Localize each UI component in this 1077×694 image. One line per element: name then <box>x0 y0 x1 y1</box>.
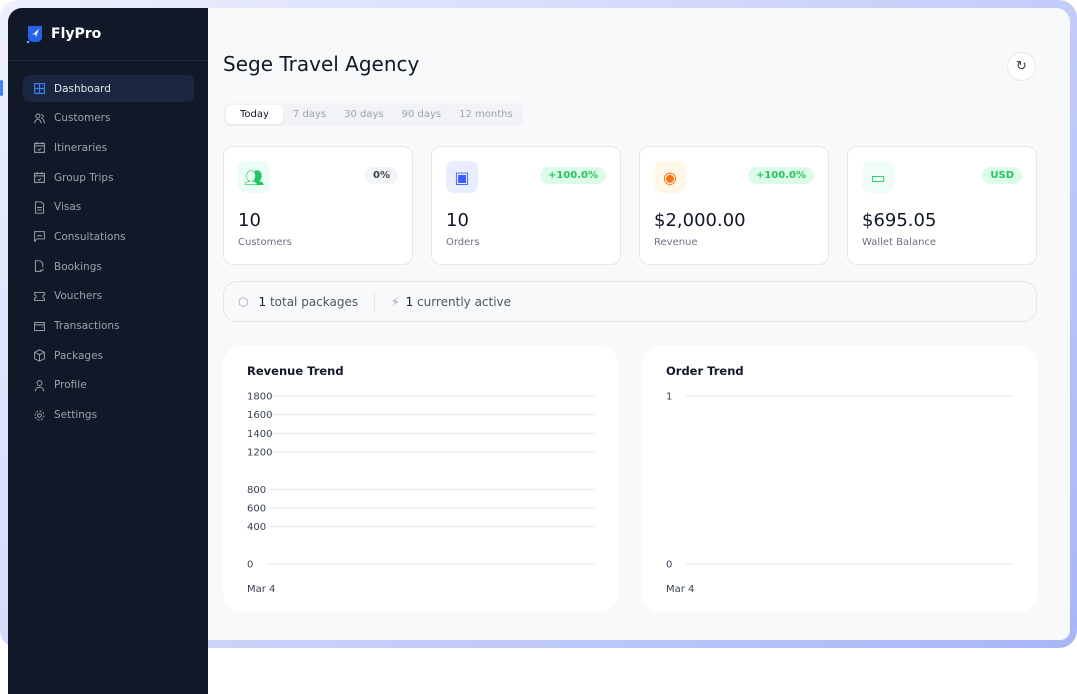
box-icon: ⬡ <box>238 294 249 309</box>
sidebar-item-profile[interactable]: Profile <box>23 372 194 399</box>
stat-card-wallet-balance: ▭ USD $695.05 Wallet Balance <box>847 146 1037 265</box>
x-tick-label: Mar 4 <box>247 584 275 595</box>
chart-title: Revenue Trend <box>247 364 344 378</box>
sidebar-item-label: Consultations <box>54 230 126 243</box>
box-icon <box>34 349 45 362</box>
brand-logo[interactable]: FlyPro <box>8 8 208 61</box>
document-icon <box>34 201 45 214</box>
shopping-bag-icon: ▣ <box>446 161 478 193</box>
tab-30-days[interactable]: 30 days <box>344 109 384 120</box>
change-badge: +100.0% <box>539 167 606 184</box>
users-icon: 👥︎ <box>238 161 270 193</box>
sidebar-item-dashboard[interactable]: Dashboard <box>0 75 194 102</box>
calendar-check-icon <box>34 142 45 154</box>
file-check-icon <box>34 260 44 272</box>
active-packages-count: 1 <box>405 294 414 309</box>
packages-summary: ⬡ 1 total packages ⚡︎ 1 currently active <box>223 281 1037 322</box>
page-title: Sege Travel Agency <box>223 52 420 76</box>
sidebar: FlyPro Dashboard Customers Itineraries Grou… <box>0 8 208 694</box>
sidebar-item-settings[interactable]: Settings <box>23 402 194 429</box>
sidebar-item-label: Transactions <box>54 320 120 332</box>
tab-90-days[interactable]: 90 days <box>401 109 442 120</box>
sidebar-item-label: Itineraries <box>54 141 108 154</box>
y-tick-label: 1400 <box>247 429 272 440</box>
active-packages-label: currently active <box>417 294 512 309</box>
tab-Today[interactable]: Today <box>226 105 283 124</box>
sidebar-item-label: Vouchers <box>54 290 103 303</box>
change-badge: USD <box>982 167 1022 184</box>
stat-label: Customers <box>238 237 292 248</box>
sidebar-item-label: Settings <box>54 409 98 422</box>
order-trend-chart: Order Trend 0 1 Mar 4 <box>642 346 1037 612</box>
y-tick-label: 1 <box>666 392 672 403</box>
stat-value: 10 <box>238 210 261 231</box>
sidebar-item-packages[interactable]: Packages <box>23 342 194 369</box>
sidebar-item-label: Profile <box>54 379 87 392</box>
tab-7-days[interactable]: 7 days <box>292 109 327 120</box>
y-tick-label: 800 <box>247 485 266 496</box>
sidebar-item-label: Bookings <box>54 260 102 273</box>
total-packages-count: 1 <box>258 294 267 309</box>
stat-value: $695.05 <box>862 210 937 231</box>
stat-value: 10 <box>446 210 469 231</box>
banknote-icon: ◉ <box>654 161 686 193</box>
y-tick-label: 0 <box>247 560 253 571</box>
sidebar-item-bookings[interactable]: Bookings <box>23 253 194 280</box>
sidebar-nav: Dashboard Customers Itineraries Group Trips… <box>0 61 208 429</box>
sidebar-item-label: Packages <box>54 349 103 362</box>
y-tick-label: 1200 <box>247 448 272 459</box>
brand-name: FlyPro <box>51 26 102 42</box>
wallet-icon <box>34 321 45 331</box>
stat-card-revenue: ◉ +100.0% $2,000.00 Revenue <box>639 146 829 265</box>
change-badge: +100.0% <box>747 167 814 184</box>
lightning-icon: ⚡︎ <box>391 294 400 309</box>
chart-title: Order Trend <box>666 364 744 378</box>
sidebar-item-consultations[interactable]: Consultations <box>23 223 194 250</box>
period-tabs: Today 7 days 30 days 90 days 12 months <box>224 103 523 126</box>
divider <box>374 291 376 312</box>
total-packages-label: total packages <box>269 294 359 309</box>
ticket-icon <box>34 291 45 301</box>
revenue-trend-chart: Revenue Trend 0 400 600 800 1200 1400 1600 1800… <box>223 346 618 612</box>
tab-12-months[interactable]: 12 months <box>459 109 513 120</box>
calendar-check-icon <box>34 171 45 183</box>
wallet-icon: ▭ <box>862 161 894 193</box>
sidebar-item-visas[interactable]: Visas <box>23 194 194 221</box>
x-tick-label: Mar 4 <box>666 584 694 595</box>
user-icon <box>34 380 45 392</box>
change-badge: 0% <box>365 167 398 184</box>
sidebar-item-transactions[interactable]: Transactions <box>23 313 194 340</box>
sidebar-item-label: Customers <box>54 112 111 125</box>
message-icon <box>34 231 45 243</box>
plane-logo-icon <box>26 26 42 44</box>
sidebar-item-label: Dashboard <box>54 82 111 95</box>
stat-card-orders: ▣ +100.0% 10 Orders <box>431 146 621 265</box>
y-tick-label: 1800 <box>247 392 272 403</box>
refresh-button[interactable]: ↻ <box>1007 52 1036 81</box>
sidebar-item-customers[interactable]: Customers <box>23 105 194 132</box>
users-icon <box>34 113 45 124</box>
stat-value: $2,000.00 <box>654 210 746 231</box>
sidebar-item-itineraries[interactable]: Itineraries <box>23 134 194 161</box>
refresh-icon: ↻ <box>1016 59 1027 74</box>
main-content: Sege Travel Agency ↻ Today 7 days 30 days 9… <box>208 8 1070 640</box>
sidebar-item-label: Visas <box>54 201 82 214</box>
stat-card-customers: 👥︎ 0% 10 Customers <box>223 146 413 265</box>
sidebar-item-vouchers[interactable]: Vouchers <box>23 283 194 310</box>
y-tick-label: 0 <box>666 560 672 571</box>
y-tick-label: 1600 <box>247 410 272 421</box>
grid-icon <box>34 83 45 94</box>
y-tick-label: 400 <box>247 522 266 533</box>
stat-label: Wallet Balance <box>862 237 937 248</box>
gear-icon <box>34 410 45 421</box>
sidebar-item-group-trips[interactable]: Group Trips <box>23 164 194 191</box>
sidebar-item-label: Group Trips <box>54 171 114 184</box>
y-tick-label: 600 <box>247 504 266 515</box>
stat-label: Revenue <box>654 237 698 248</box>
stat-label: Orders <box>446 237 480 248</box>
